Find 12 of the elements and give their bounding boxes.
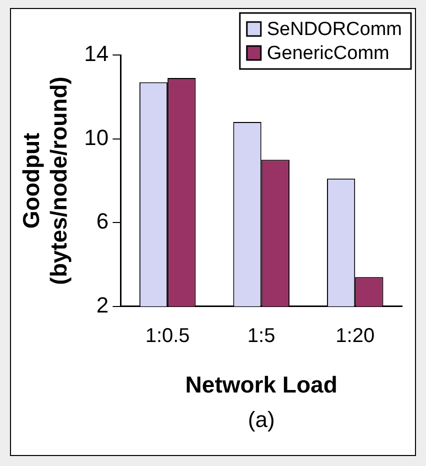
y-axis-title: Goodput (bytes/node/round) <box>18 76 72 285</box>
text: (a) <box>248 407 275 432</box>
y-tick-label: 14 <box>84 41 109 66</box>
y-tick-label: 6 <box>96 208 109 234</box>
y-tick-label: 10 <box>84 124 109 150</box>
x-tick-label: 1:20 <box>336 324 375 347</box>
x-tick-label: 1:0.5 <box>145 324 190 347</box>
x-axis-title: Network Load <box>185 372 338 398</box>
x-tick-label: 1:5 <box>247 324 276 347</box>
y-tick-label: 2 <box>96 292 109 318</box>
legend-label: GenericComm <box>266 43 390 64</box>
legend-label: SeNDORComm <box>266 19 402 40</box>
